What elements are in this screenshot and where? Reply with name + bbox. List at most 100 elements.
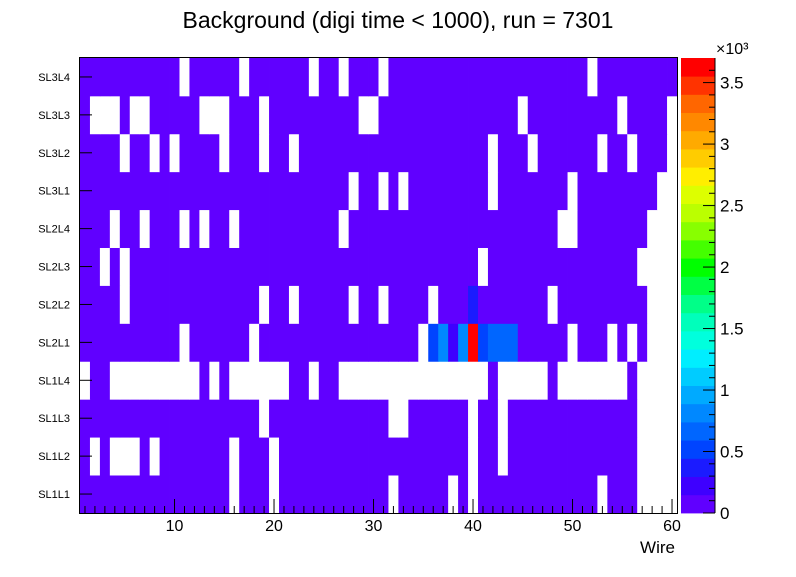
heatmap-cell xyxy=(597,58,608,97)
heatmap-cell xyxy=(139,285,151,324)
heatmap-cell xyxy=(468,475,479,514)
heatmap-cell xyxy=(298,361,310,400)
heatmap-cell xyxy=(448,323,459,362)
y-tick-label: SL1L3 xyxy=(38,413,70,425)
heatmap-cell xyxy=(627,437,638,476)
heatmap-cell xyxy=(159,171,170,211)
heatmap-cell xyxy=(567,437,578,476)
heatmap-cell xyxy=(667,209,678,248)
heatmap-cell xyxy=(438,475,449,514)
heatmap-cell xyxy=(229,323,240,362)
heatmap-cell xyxy=(378,323,389,362)
heatmap-cell xyxy=(199,58,210,97)
heatmap-cell xyxy=(497,247,509,286)
heatmap-cell xyxy=(99,209,111,248)
heatmap-cell xyxy=(647,323,658,362)
heatmap-cell xyxy=(647,95,658,135)
heatmap-cell xyxy=(517,437,529,476)
heatmap-cell xyxy=(507,437,519,476)
heatmap-cell xyxy=(348,475,359,514)
heatmap-cell xyxy=(408,361,419,400)
heatmap-cell xyxy=(209,209,220,248)
heatmap-cell xyxy=(408,58,419,97)
heatmap-cell xyxy=(438,361,449,400)
heatmap-cell xyxy=(657,95,668,135)
heatmap-cell xyxy=(527,133,539,173)
heatmap-cell xyxy=(487,323,499,362)
heatmap-cell xyxy=(318,323,330,362)
heatmap-cell xyxy=(269,361,280,400)
heatmap-cell xyxy=(667,475,678,514)
heatmap-cell xyxy=(517,95,529,135)
heatmap-cell xyxy=(627,399,638,438)
heatmap-cell xyxy=(487,475,499,514)
y-axis: SL1L1 SL1L2 SL1L3 SL1L4 SL2L1 SL2L2 SL2L3 SL2L4… xyxy=(38,72,92,501)
y-tick-label: SL3L2 xyxy=(38,148,70,160)
heatmap-cell xyxy=(587,323,598,362)
heatmap-cell xyxy=(408,323,419,362)
heatmap-cell xyxy=(348,58,359,97)
heatmap-cell xyxy=(219,209,230,248)
heatmap-cell xyxy=(308,209,320,248)
heatmap-cell xyxy=(119,95,131,135)
heatmap-cell xyxy=(537,437,549,476)
heatmap-cell xyxy=(627,323,638,362)
heatmap-cell xyxy=(517,323,529,362)
heatmap-cell xyxy=(577,285,588,324)
heatmap-cell xyxy=(288,209,300,248)
heatmap-cell xyxy=(577,361,588,400)
heatmap-cell xyxy=(169,475,180,514)
heatmap-cell xyxy=(308,95,320,135)
heatmap-cell xyxy=(448,209,459,248)
heatmap-cell xyxy=(229,247,240,286)
heatmap-cell xyxy=(607,285,618,324)
heatmap-cell xyxy=(438,323,449,362)
heatmap-cell xyxy=(368,171,379,211)
heatmap-cell xyxy=(448,399,459,438)
heatmap-cell xyxy=(418,209,429,248)
heatmap-cell xyxy=(507,95,519,135)
heatmap-cell xyxy=(358,437,369,476)
heatmap-cell xyxy=(547,58,558,97)
heatmap-cell xyxy=(637,323,648,362)
heatmap-cell xyxy=(458,171,469,211)
heatmap-cell xyxy=(418,399,429,438)
heatmap-cell xyxy=(557,437,568,476)
heatmap-cell xyxy=(328,58,340,97)
heatmap-cell xyxy=(298,323,310,362)
heatmap-cell xyxy=(139,209,151,248)
heatmap-cell xyxy=(259,95,270,135)
heatmap-cell xyxy=(119,58,131,97)
heatmap-cell xyxy=(388,171,399,211)
heatmap-cell xyxy=(279,58,290,97)
heatmap-cell xyxy=(418,171,429,211)
color-scale-band xyxy=(681,403,715,423)
heatmap-cell xyxy=(627,171,638,211)
heatmap-cell xyxy=(358,95,369,135)
heatmap-cell xyxy=(378,399,389,438)
heatmap-cell xyxy=(259,399,270,438)
heatmap-cell xyxy=(308,399,320,438)
heatmap-cell xyxy=(119,475,131,514)
heatmap-cell xyxy=(617,399,628,438)
heatmap-cell xyxy=(398,437,409,476)
heatmap-cell xyxy=(497,58,509,97)
heatmap-cell xyxy=(478,247,489,286)
heatmap-cell xyxy=(328,361,340,400)
heatmap-cell xyxy=(209,171,220,211)
heatmap-cell xyxy=(169,285,180,324)
heatmap-cell xyxy=(547,399,558,438)
heatmap-cell xyxy=(627,361,638,400)
heatmap-cell xyxy=(288,475,300,514)
heatmap-cell xyxy=(169,247,180,286)
color-scale-multiplier: ×10³ xyxy=(716,41,749,58)
x-axis: 10 20 30 40 50 60 xyxy=(84,499,681,535)
heatmap-cell xyxy=(199,171,210,211)
heatmap-cell xyxy=(159,58,170,97)
heatmap-cell xyxy=(279,171,290,211)
color-scale-band xyxy=(681,258,715,277)
heatmap-cell xyxy=(119,285,131,324)
heatmap-cell xyxy=(398,209,409,248)
heatmap-cell xyxy=(557,361,568,400)
heatmap-cell xyxy=(388,323,399,362)
